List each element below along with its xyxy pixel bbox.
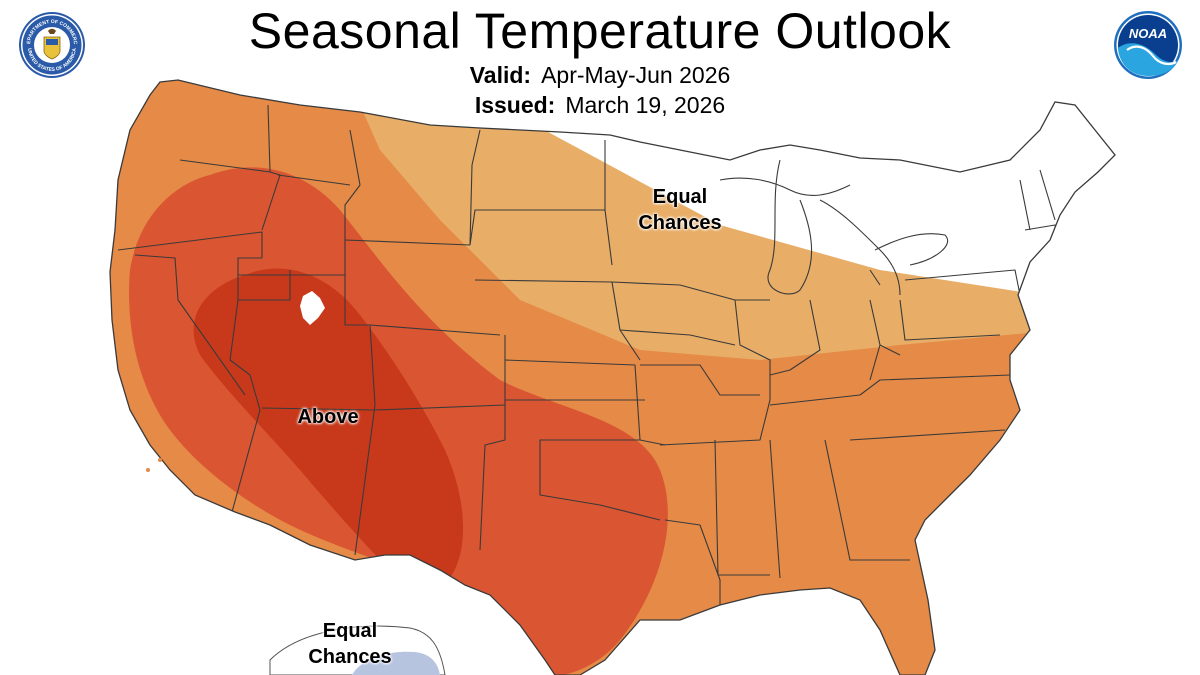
state-boundaries [117,104,1061,605]
issued-value: March 19, 2026 [565,92,726,118]
valid-label: Valid: [469,62,532,88]
region-below-mexico [352,651,440,675]
label-line: Chances [308,646,392,668]
noaa-text: NOAA [1129,26,1167,41]
island-dot [866,648,874,656]
commerce-seal-icon: DEPARTMENT OF COMMERCE UNITED STATES OF … [18,11,85,78]
label-line: Above [297,406,359,428]
label-line: Equal [322,620,378,642]
noaa-logo-icon: NOAA [1114,11,1182,79]
valid-line: Valid: Apr-May-Jun 2026 [0,62,1200,89]
region-above-60-70 [193,268,464,588]
label-line: Chances [638,212,722,234]
issued-label: Issued: [474,92,556,118]
valid-value: Apr-May-Jun 2026 [541,62,731,88]
label-equal-chances-south: Equal Chances [300,618,400,670]
island-dot [158,458,162,462]
issued-line: Issued: March 19, 2026 [0,92,1200,119]
label-above: Above [278,404,378,430]
great-salt-lake [300,291,325,325]
label-equal-chances-north: Equal Chances [630,184,730,236]
us-outline [109,79,1116,675]
label-line: Equal [652,186,708,208]
island-dot [146,468,150,472]
page-title: Seasonal Temperature Outlook [248,3,952,59]
